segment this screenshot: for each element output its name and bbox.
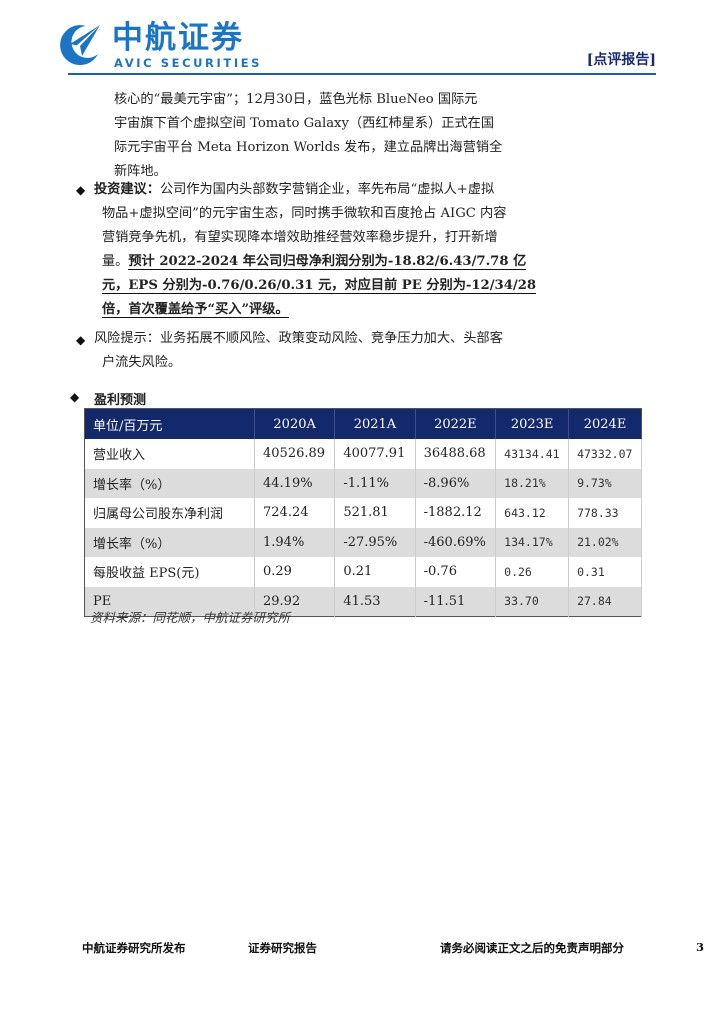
table-cell: -8.96%: [415, 468, 497, 498]
table-cell: -460.69%: [415, 527, 497, 557]
table-row: 营业收入 40526.89 40077.91 36488.68 43134.41 4733…: [84, 439, 642, 469]
table-row: PE 29.92 41.53 -11.51 33.70 27.84: [84, 586, 642, 617]
footer-report-label: 证券研究报告: [248, 941, 317, 955]
row-label: 每股收益 EPS(元): [84, 557, 255, 587]
risk-warning: 风险提示：业务拓展不顺风险、政策变动风险、竞争压力加大、头部客 户流失风险。: [94, 327, 503, 375]
text-line: 公司作为国内头部数字营销企业，率先布局“虚拟人+虚拟: [159, 182, 495, 197]
text-line: 际元宇宙平台 Meta Horizon Worlds 发布，建立品牌出海营销全: [114, 140, 503, 155]
report-type: [点评报告]: [586, 52, 656, 68]
table-cell: 44.19%: [254, 468, 336, 498]
table-cell: 43134.41: [495, 439, 570, 469]
table-cell: 0.31: [568, 557, 642, 587]
table-cell: 0.21: [334, 557, 416, 587]
table-cell: -1.11%: [334, 468, 416, 498]
text-line: 量。: [102, 254, 129, 269]
table-cell: 1.94%: [254, 527, 336, 557]
bullet-diamond-icon: ◆: [70, 390, 80, 404]
table-row: 增长率（%） 44.19% -1.11% -8.96% 18.21% 9.73%: [84, 468, 642, 498]
continuation-paragraph: 核心的“最美元宇宙”；12月30日，蓝色光标 BlueNeo 国际元 宇宙旗下首…: [114, 88, 502, 184]
header-divider: [68, 73, 656, 75]
column-header: 2024E: [568, 408, 642, 439]
brand-name-cn: 中航证券: [112, 20, 244, 56]
text-line: 宇宙旗下首个虚拟空间 Tomato Galaxy（西红柿星系）正式在国: [114, 116, 495, 131]
table-cell: -27.95%: [334, 527, 416, 557]
column-header: 2021A: [334, 408, 416, 439]
table-cell: 41.53: [334, 586, 416, 617]
table-cell: 643.12: [495, 498, 570, 528]
section-title: 盈利预测: [94, 393, 147, 408]
forecast-highlight: 预计 2022-2024 年公司归母净利润分别为-18.82/6.43/7.78…: [128, 254, 527, 270]
text-line: 物品+虚拟空间”的元宇宙生态，同时携手微软和百度抢占 AIGC 内容: [102, 206, 507, 221]
table-cell: 778.33: [568, 498, 642, 528]
text-line: 户流失风险。: [102, 355, 182, 370]
table-cell: -0.76: [415, 557, 497, 587]
row-label: PE: [84, 586, 255, 617]
table-cell: 27.84: [568, 586, 642, 617]
table-cell: -11.51: [415, 586, 497, 617]
footer-disclaimer: 请务必阅读正文之后的免责声明部分: [440, 941, 624, 955]
table-cell: 521.81: [334, 498, 416, 528]
text-line: 营销竞争先机，有望实现降本增效助推经营效率稳步提升，打开新增: [102, 230, 498, 245]
row-label: 营业收入: [84, 439, 255, 469]
row-label: 增长率（%）: [84, 468, 255, 498]
text-line: 新阵地。: [114, 164, 167, 179]
table-row: 每股收益 EPS(元) 0.29 0.21 -0.76 0.26 0.31: [84, 557, 642, 587]
table-cell: -1882.12: [415, 498, 497, 528]
column-header: 2022E: [415, 408, 497, 439]
brand-name-en: AVIC SECURITIES: [114, 56, 263, 70]
page-number: 3: [696, 940, 705, 954]
footer-publisher: 中航证券研究所发布: [82, 941, 186, 955]
bullet-diamond-icon: ◆: [76, 333, 86, 347]
table-cell: 33.70: [495, 586, 570, 617]
table-row: 归属母公司股东净利润 724.24 521.81 -1882.12 643.12 778.…: [84, 498, 642, 528]
investment-advice: 投资建议：公司作为国内头部数字营销企业，率先布局“虚拟人+虚拟 物品+虚拟空间”…: [94, 178, 537, 322]
rating-highlight: 倍，首次覆盖给予“买入”评级。: [102, 302, 289, 318]
table-cell: 47332.07: [568, 439, 642, 469]
column-header: 2023E: [495, 408, 570, 439]
row-label: 增长率（%）: [84, 527, 255, 557]
table-cell: 0.26: [495, 557, 570, 587]
table-cell: 36488.68: [415, 439, 497, 469]
table-row: 增长率（%） 1.94% -27.95% -460.69% 134.17% 21.02%: [84, 527, 642, 557]
data-source: 资料来源：同花顺，中航证券研究所: [90, 610, 291, 625]
avic-logo-icon: [60, 25, 100, 66]
risk-label: 风险提示：: [94, 331, 160, 346]
table-cell: 29.92: [254, 586, 336, 617]
table-cell: 9.73%: [568, 468, 642, 498]
bullet-diamond-icon: ◆: [76, 183, 86, 197]
column-header: 2020A: [254, 408, 336, 439]
earnings-forecast-table: 单位/百万元 2020A 2021A 2022E 2023E 2024E 营业收…: [84, 408, 642, 617]
table-cell: 134.17%: [495, 527, 570, 557]
column-header: 单位/百万元: [84, 408, 255, 439]
table-cell: 724.24: [254, 498, 336, 528]
table-cell: 18.21%: [495, 468, 570, 498]
text-line: 业务拓展不顺风险、政策变动风险、竞争压力加大、头部客: [159, 331, 503, 346]
forecast-highlight: 元，EPS 分别为-0.76/0.26/0.31 元，对应目前 PE 分别为-1…: [102, 278, 537, 294]
table-header-row: 单位/百万元 2020A 2021A 2022E 2023E 2024E: [84, 408, 642, 439]
table-cell: 21.02%: [568, 527, 642, 557]
investment-label: 投资建议：: [94, 182, 160, 197]
table-cell: 0.29: [254, 557, 336, 587]
table-cell: 40526.89: [254, 439, 336, 469]
table-cell: 40077.91: [334, 439, 416, 469]
row-label: 归属母公司股东净利润: [84, 498, 255, 528]
text-line: 核心的“最美元宇宙”；12月30日，蓝色光标 BlueNeo 国际元: [114, 92, 478, 107]
